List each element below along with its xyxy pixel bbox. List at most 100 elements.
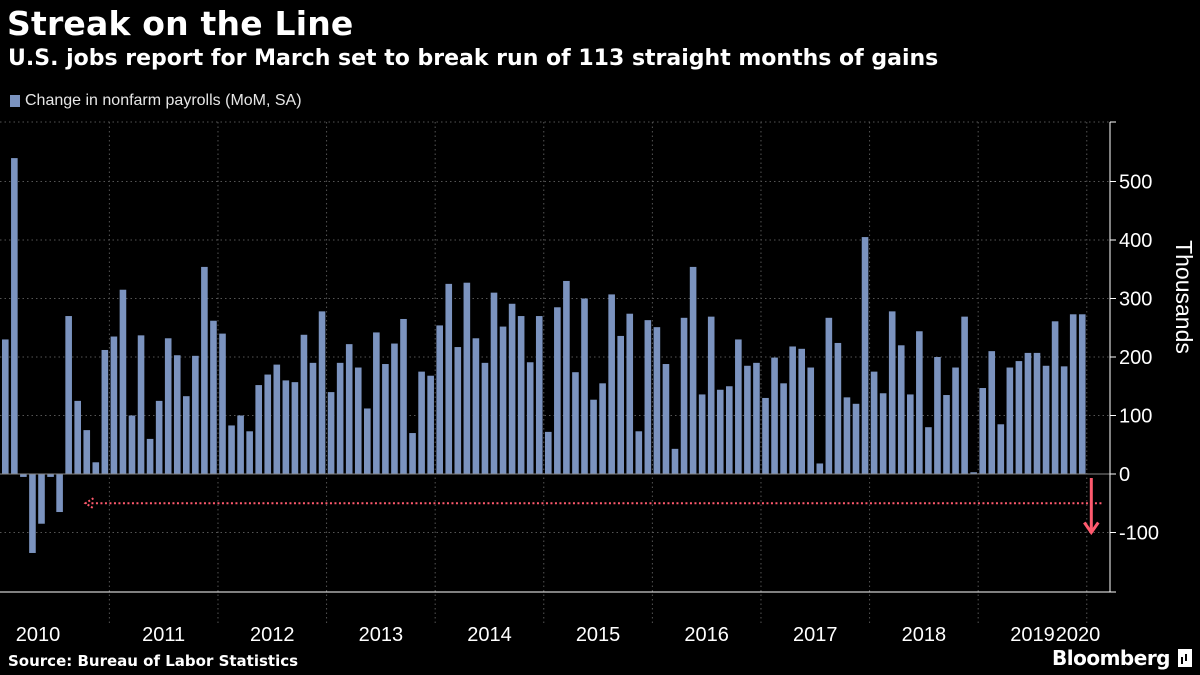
bar: [988, 351, 996, 474]
streak-arrow-head: [83, 497, 94, 510]
bar: [1015, 361, 1023, 474]
bar: [816, 463, 824, 474]
bar: [907, 394, 914, 474]
bar: [1024, 352, 1032, 474]
bar: [1078, 314, 1086, 474]
bar: [418, 371, 425, 474]
bar: [852, 403, 860, 474]
bar: [155, 400, 163, 474]
y-tick-label: 400: [1119, 230, 1152, 252]
bar: [753, 362, 760, 474]
bar: [29, 474, 36, 553]
bar: [563, 280, 570, 474]
bar: [490, 292, 498, 474]
bar: [128, 415, 136, 474]
legend-swatch: [10, 95, 20, 107]
legend-label: Change in nonfarm payrolls (MoM, SA): [25, 92, 302, 109]
bar: [164, 338, 172, 474]
x-tick-label: 2013: [359, 624, 404, 646]
x-tick-label: 2016: [684, 624, 729, 646]
bar: [617, 335, 624, 474]
bar: [1069, 314, 1077, 474]
bar: [599, 383, 606, 474]
bar: [318, 311, 326, 474]
bar: [282, 380, 290, 474]
bar: [210, 320, 217, 474]
y-tick-label: 100: [1119, 406, 1152, 428]
brand-logo-text: Bloomberg: [1052, 646, 1170, 670]
bar: [47, 474, 54, 477]
bar: [545, 431, 552, 474]
bar: [192, 355, 199, 474]
bar: [1051, 321, 1059, 474]
bar: [635, 431, 643, 474]
bar: [798, 348, 805, 474]
x-tick-label: 2015: [576, 624, 621, 646]
y-tick-label: 200: [1119, 347, 1152, 369]
bar: [382, 364, 389, 474]
bar: [689, 266, 697, 474]
x-tick-label: 2017: [793, 624, 838, 646]
bar: [110, 336, 118, 474]
bar: [255, 385, 262, 474]
bar: [83, 430, 91, 474]
bar: [481, 362, 489, 474]
bar: [201, 266, 208, 474]
x-tick-label: 2018: [902, 624, 947, 646]
bar: [56, 474, 63, 513]
bar: [237, 415, 244, 474]
bar: [526, 362, 534, 474]
bar: [653, 327, 661, 474]
bar: [680, 317, 688, 474]
x-tick-label: 2020: [1056, 624, 1101, 646]
bar: [364, 408, 371, 474]
bar: [137, 335, 145, 474]
bar: [354, 367, 362, 474]
bar: [934, 357, 941, 474]
bar: [38, 474, 45, 524]
bar: [843, 397, 851, 474]
x-tick-label: 2010: [16, 624, 61, 646]
bar: [572, 372, 579, 474]
bar: [707, 316, 715, 474]
bar: [897, 345, 905, 474]
bar: [744, 365, 751, 474]
bar: [11, 158, 18, 474]
bar: [644, 320, 652, 474]
bar: [925, 427, 932, 474]
bar: [698, 394, 706, 474]
bar: [997, 424, 1005, 474]
bar: [590, 399, 597, 474]
bar: [309, 362, 317, 474]
bar: [92, 462, 100, 474]
bar: [291, 382, 299, 474]
bar: [554, 307, 561, 474]
bar: [726, 386, 733, 474]
bar: [183, 396, 190, 474]
bar: [517, 316, 525, 474]
legend: Change in nonfarm payrolls (MoM, SA): [10, 91, 302, 111]
bar: [1060, 366, 1068, 474]
bar: [807, 367, 815, 474]
bar: [508, 303, 516, 474]
bar: [463, 282, 471, 474]
chart-subtitle: U.S. jobs report for March set to break …: [8, 46, 939, 71]
bar: [391, 343, 398, 474]
axis-layer: -100 0 100 200 300 400 500 Thousands 2010 2011 201…: [0, 121, 1197, 646]
y-tick-label: 500: [1119, 172, 1152, 194]
x-tick-label: 2019: [1010, 624, 1055, 646]
bar: [327, 392, 335, 474]
bar: [119, 289, 127, 474]
bar: [499, 326, 507, 474]
bar: [979, 388, 986, 474]
y-axis-title: Thousands: [1171, 240, 1197, 354]
bar: [65, 316, 72, 474]
bar: [535, 316, 543, 474]
bar: [445, 283, 453, 474]
bar: [581, 298, 588, 474]
bar: [879, 393, 887, 474]
bar: [300, 334, 308, 474]
y-tick-label: 0: [1119, 464, 1130, 486]
bar: [219, 333, 226, 474]
